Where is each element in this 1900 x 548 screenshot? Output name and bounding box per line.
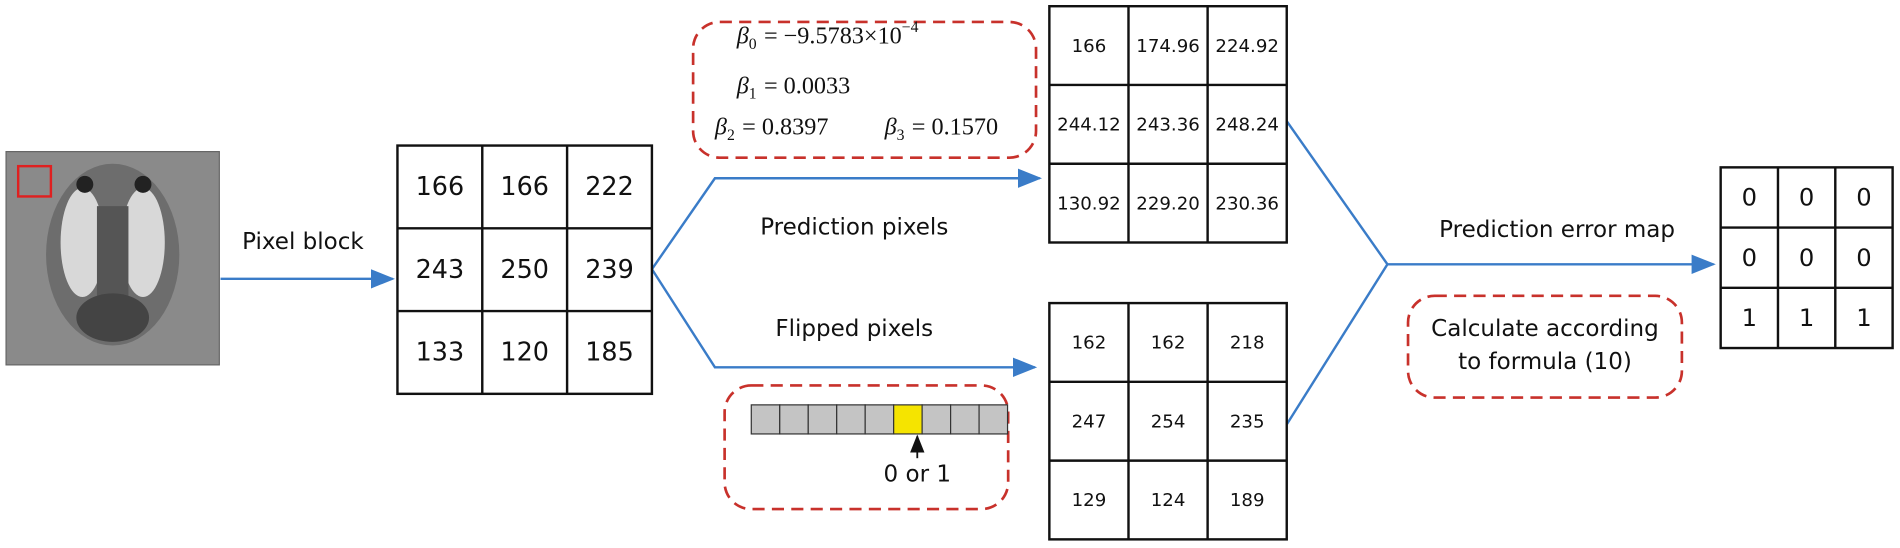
cell-value: 230.36 xyxy=(1215,193,1279,214)
grid-border xyxy=(1048,4,1288,244)
formula: β2 = 0.8397 xyxy=(714,113,829,143)
formula-part: β xyxy=(884,113,898,140)
cell-value: 239 xyxy=(585,254,634,284)
baboon-image xyxy=(5,151,220,366)
bit-cell xyxy=(950,404,980,435)
cell-value: 185 xyxy=(585,337,634,367)
formula-part: = 0.0033 xyxy=(764,72,850,99)
cell-value: 250 xyxy=(500,254,549,284)
pixel-grid: 166 166 222 243 250 239 133 120 185 xyxy=(396,144,654,396)
cell-value: 166 xyxy=(416,171,465,201)
cell-value: 174.96 xyxy=(1136,36,1200,57)
bit-cell xyxy=(807,404,838,435)
bit-cell xyxy=(864,404,895,435)
bit-cell xyxy=(836,404,866,435)
formula: β1 = 0.0033 xyxy=(736,72,851,102)
cell-value: 229.20 xyxy=(1136,193,1200,214)
formula-part: −4 xyxy=(902,19,919,36)
formula-part: β xyxy=(736,22,750,49)
cell-value: 235 xyxy=(1230,411,1265,432)
cell-value: 0 xyxy=(1856,244,1871,272)
cell-value: 130.92 xyxy=(1057,193,1121,214)
label: Prediction pixels xyxy=(760,214,948,240)
cell-value: 162 xyxy=(1151,333,1186,354)
cell-value: 244.12 xyxy=(1057,115,1121,136)
label: Prediction error map xyxy=(1439,217,1675,243)
arrow xyxy=(650,168,1043,270)
formula: β3 = 0.1570 xyxy=(884,113,999,143)
pixel-grid: 166 174.96 224.92 244.12 243.36 248.24 130.92 2… xyxy=(1048,4,1288,244)
cell-value: 254 xyxy=(1151,411,1186,432)
cell-value: 124 xyxy=(1151,490,1186,511)
cell-value: 0 xyxy=(1742,244,1757,272)
grid-border xyxy=(396,144,654,396)
formula-part: = 0.1570 xyxy=(912,113,998,140)
bit-cell xyxy=(978,404,1009,435)
cell-value: 224.92 xyxy=(1215,36,1279,57)
bit-strip xyxy=(750,404,1009,435)
note: Calculate according xyxy=(1431,316,1659,342)
cell-value: 248.24 xyxy=(1215,115,1279,136)
cell-value: 243 xyxy=(416,254,465,284)
cell-value: 1 xyxy=(1856,304,1871,332)
bit-cell xyxy=(750,404,781,435)
formula-part: 0 xyxy=(749,36,757,53)
grid-border xyxy=(1048,301,1288,541)
cell-value: 218 xyxy=(1230,333,1265,354)
formula-part: 1 xyxy=(749,85,757,102)
cell-value: 243.36 xyxy=(1136,115,1200,136)
formula-part: = 0.8397 xyxy=(742,113,828,140)
note-box xyxy=(1406,294,1684,399)
label: Pixel block xyxy=(242,229,364,255)
cell-value: 129 xyxy=(1072,490,1107,511)
cell-value: 162 xyxy=(1072,333,1107,354)
formula-box xyxy=(691,20,1038,160)
grid-border xyxy=(1719,166,1894,350)
formula: β0 = −9.5783×10−4 xyxy=(736,19,919,53)
cell-value: 189 xyxy=(1230,490,1265,511)
cell-value: 1 xyxy=(1742,304,1757,332)
cell-value: 0 xyxy=(1856,184,1871,212)
cell-value: 0 xyxy=(1742,184,1757,212)
arrow xyxy=(650,268,1038,377)
formula-part: 2 xyxy=(727,126,735,143)
bit-cell xyxy=(921,404,952,435)
cell-value: 166 xyxy=(500,171,549,201)
cell-value: 133 xyxy=(416,337,465,367)
label: Flipped pixels xyxy=(775,316,933,342)
cell-value: 247 xyxy=(1072,411,1107,432)
bit-cell xyxy=(893,404,923,435)
cell-value: 0 xyxy=(1799,184,1814,212)
formula-part: β xyxy=(714,113,728,140)
cell-value: 1 xyxy=(1799,304,1814,332)
formula-part: 3 xyxy=(897,126,905,143)
cell-value: 222 xyxy=(585,171,634,201)
cell-value: 166 xyxy=(1072,36,1107,57)
bit-box xyxy=(723,384,1010,511)
label: 0 or 1 xyxy=(884,462,951,488)
note: to formula (10) xyxy=(1458,349,1632,375)
formula-part: β xyxy=(736,72,750,99)
arrow xyxy=(1285,120,1389,425)
cell-value: 0 xyxy=(1799,244,1814,272)
pixel-grid: 162 162 218 247 254 235 129 124 189 xyxy=(1048,301,1288,541)
pixel-grid: 0 0 0 0 0 0 1 1 1 xyxy=(1719,166,1894,350)
formula-part: = −9.5783×10 xyxy=(764,22,902,49)
cell-value: 120 xyxy=(500,337,549,367)
bit-cell xyxy=(779,404,809,435)
